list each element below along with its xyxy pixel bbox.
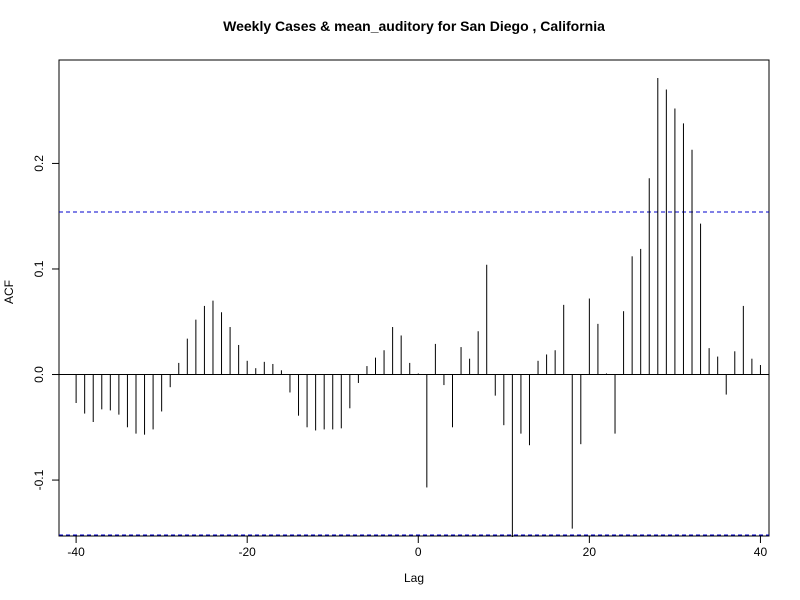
y-tick-label: -0.1 [32,469,46,490]
x-tick-label: -40 [67,545,85,559]
x-tick-label: -20 [239,545,257,559]
y-axis-title: ACF [2,280,16,304]
chart-title: Weekly Cases & mean_auditory for San Die… [223,18,605,34]
acf-bars [75,77,761,538]
confidence-bounds [59,211,769,536]
y-tick-label: 0.1 [32,260,46,277]
x-axis-title: Lag [404,571,424,585]
x-axis: -40 -20 0 20 40 [67,535,768,559]
plot-frame [58,59,770,537]
y-tick-label: 0.0 [32,366,46,383]
y-tick-label: 0.2 [32,155,46,172]
y-axis: -0.1 0.0 0.1 0.2 [32,155,60,490]
x-tick-label: 0 [415,545,422,559]
x-tick-label: 20 [583,545,597,559]
x-tick-label: 40 [754,545,768,559]
